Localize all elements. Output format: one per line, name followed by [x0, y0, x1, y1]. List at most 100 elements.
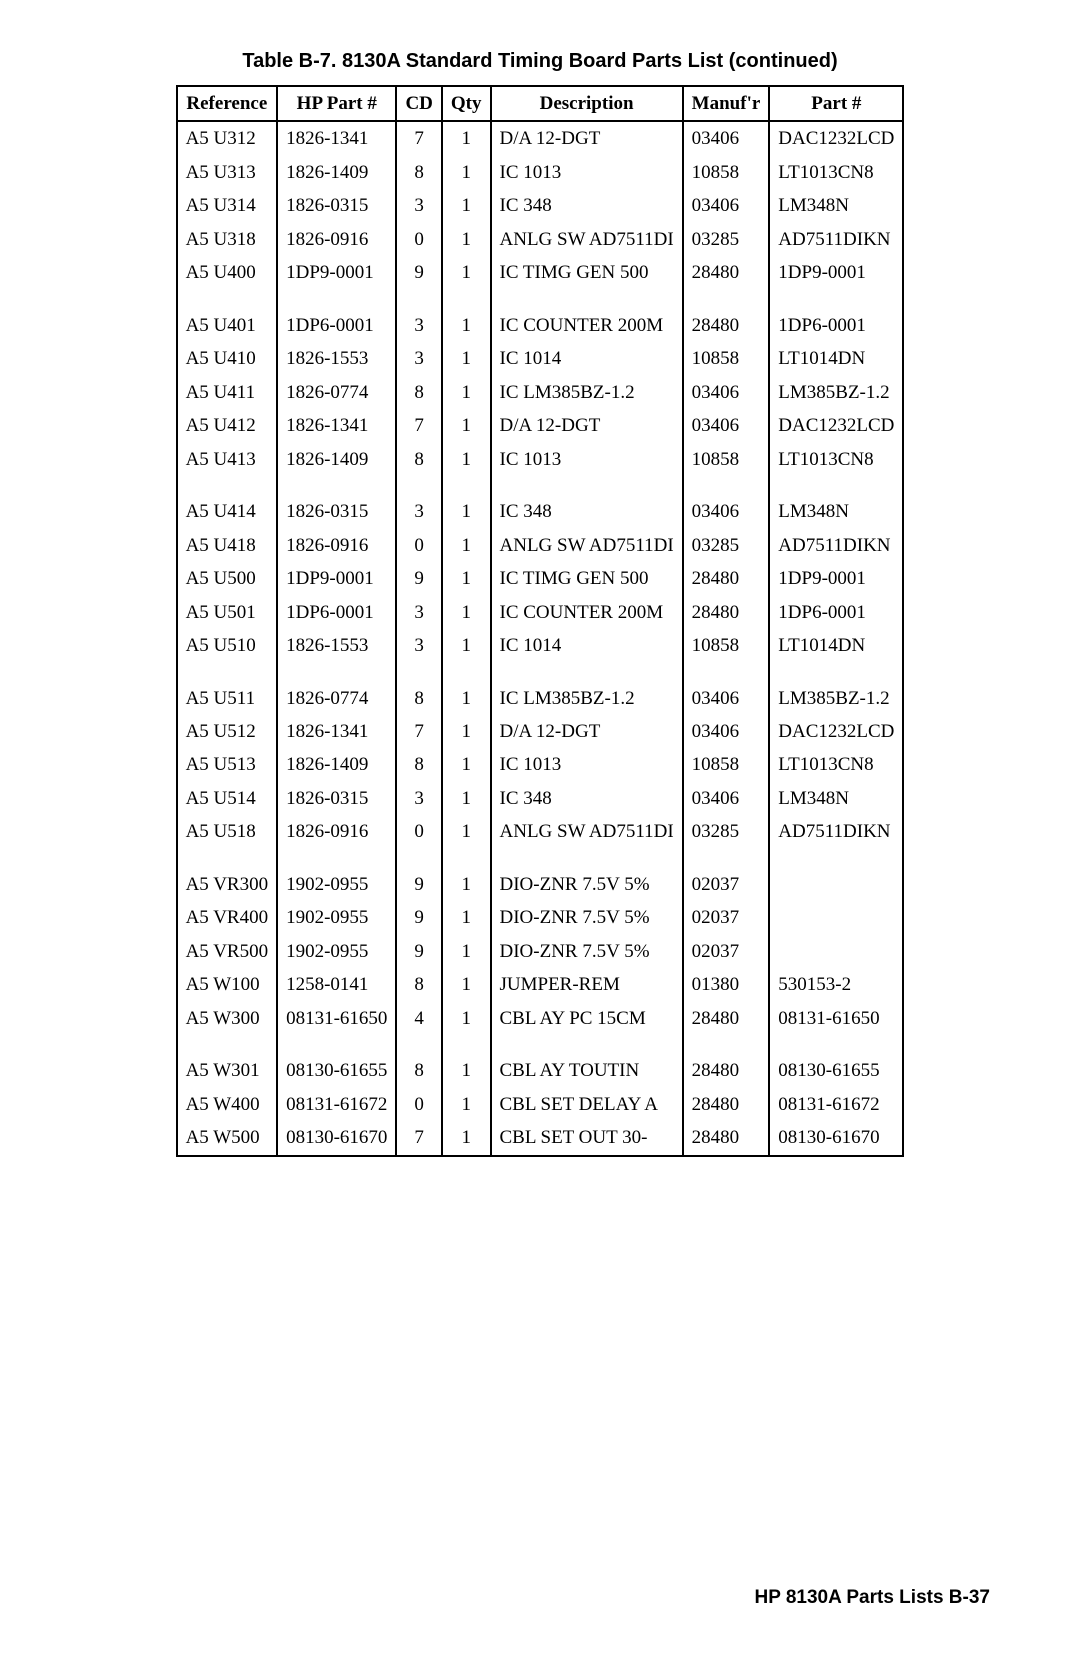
cell-qty: 1	[442, 495, 491, 528]
cell-cd: 3	[396, 309, 441, 342]
cell-part: DAC1232LCD	[769, 715, 903, 748]
cell-hp: 1DP6-0001	[277, 596, 396, 629]
spacer-cell	[396, 290, 441, 309]
spacer-row	[177, 662, 904, 681]
cell-qty: 1	[442, 1054, 491, 1087]
spacer-cell	[491, 662, 683, 681]
cell-hp: 1826-0315	[277, 189, 396, 222]
cell-desc: CBL SET OUT 30-	[491, 1121, 683, 1155]
cell-cd: 0	[396, 1088, 441, 1121]
cell-qty: 1	[442, 868, 491, 901]
spacer-cell	[277, 849, 396, 868]
table-row: A5 U5011DP6-000131IC COUNTER 200M284801D…	[177, 596, 904, 629]
cell-desc: ANLG SW AD7511DI	[491, 223, 683, 256]
cell-part: 1DP9-0001	[769, 562, 903, 595]
cell-mfr: 28480	[683, 562, 770, 595]
cell-desc: IC TIMG GEN 500	[491, 562, 683, 595]
spacer-cell	[769, 1035, 903, 1054]
cell-part: 1DP6-0001	[769, 309, 903, 342]
table-row: A5 W40008131-6167201CBL SET DELAY A28480…	[177, 1088, 904, 1121]
cell-hp: 1826-0916	[277, 223, 396, 256]
cell-part	[769, 868, 903, 901]
cell-part: LM385BZ-1.2	[769, 682, 903, 715]
cell-hp: 1826-0774	[277, 682, 396, 715]
cell-hp: 1902-0955	[277, 935, 396, 968]
spacer-cell	[177, 849, 278, 868]
page-footer: HP 8130A Parts Lists B-37	[40, 1587, 1040, 1609]
spacer-cell	[683, 290, 770, 309]
table-row: A5 U3181826-091601ANLG SW AD7511DI03285A…	[177, 223, 904, 256]
cell-desc: IC 348	[491, 495, 683, 528]
cell-part: AD7511DIKN	[769, 223, 903, 256]
cell-mfr: 03406	[683, 715, 770, 748]
cell-ref: A5 U313	[177, 156, 278, 189]
cell-ref: A5 W500	[177, 1121, 278, 1155]
table-row: A5 U4011DP6-000131IC COUNTER 200M284801D…	[177, 309, 904, 342]
col-description: Description	[491, 86, 683, 121]
cell-hp: 1DP6-0001	[277, 309, 396, 342]
table-row: A5 U4181826-091601ANLG SW AD7511DI03285A…	[177, 529, 904, 562]
table-row: A5 VR5001902-095591DIO-ZNR 7.5V 5%02037	[177, 935, 904, 968]
cell-desc: D/A 12-DGT	[491, 715, 683, 748]
cell-mfr: 03406	[683, 682, 770, 715]
cell-cd: 8	[396, 968, 441, 1001]
spacer-cell	[277, 1035, 396, 1054]
cell-part: 1DP9-0001	[769, 256, 903, 289]
cell-mfr: 28480	[683, 1002, 770, 1035]
spacer-cell	[683, 849, 770, 868]
cell-mfr: 28480	[683, 309, 770, 342]
spacer-cell	[491, 290, 683, 309]
spacer-cell	[442, 1035, 491, 1054]
cell-part: 530153-2	[769, 968, 903, 1001]
table-row: A5 U5131826-140981IC 101310858LT1013CN8	[177, 748, 904, 781]
table-row: A5 VR3001902-095591DIO-ZNR 7.5V 5%02037	[177, 868, 904, 901]
cell-qty: 1	[442, 156, 491, 189]
spacer-cell	[769, 662, 903, 681]
table-row: A5 U3131826-140981IC 101310858LT1013CN8	[177, 156, 904, 189]
cell-desc: IC 1014	[491, 342, 683, 375]
cell-cd: 8	[396, 443, 441, 476]
spacer-cell	[769, 849, 903, 868]
table-row: A5 VR4001902-095591DIO-ZNR 7.5V 5%02037	[177, 901, 904, 934]
cell-cd: 8	[396, 748, 441, 781]
table-title: Table B-7. 8130A Standard Timing Board P…	[40, 50, 1040, 73]
cell-qty: 1	[442, 342, 491, 375]
cell-mfr: 03285	[683, 223, 770, 256]
table-row: A5 U5141826-031531IC 34803406LM348N	[177, 782, 904, 815]
cell-hp: 1826-0315	[277, 495, 396, 528]
cell-mfr: 28480	[683, 256, 770, 289]
cell-desc: CBL AY PC 15CM	[491, 1002, 683, 1035]
cell-part: LT1014DN	[769, 629, 903, 662]
cell-mfr: 10858	[683, 156, 770, 189]
cell-hp: 1902-0955	[277, 901, 396, 934]
cell-ref: A5 W400	[177, 1088, 278, 1121]
cell-qty: 1	[442, 682, 491, 715]
spacer-cell	[277, 662, 396, 681]
cell-desc: ANLG SW AD7511DI	[491, 529, 683, 562]
spacer-cell	[769, 290, 903, 309]
spacer-row	[177, 849, 904, 868]
cell-ref: A5 U500	[177, 562, 278, 595]
cell-mfr: 10858	[683, 748, 770, 781]
cell-hp: 1826-1553	[277, 342, 396, 375]
spacer-cell	[396, 1035, 441, 1054]
cell-qty: 1	[442, 256, 491, 289]
cell-qty: 1	[442, 782, 491, 815]
table-row: A5 U5181826-091601ANLG SW AD7511DI03285A…	[177, 815, 904, 848]
cell-desc: IC COUNTER 200M	[491, 596, 683, 629]
cell-qty: 1	[442, 815, 491, 848]
cell-ref: A5 U411	[177, 376, 278, 409]
cell-mfr: 10858	[683, 342, 770, 375]
cell-ref: A5 W300	[177, 1002, 278, 1035]
spacer-cell	[683, 476, 770, 495]
cell-hp: 1902-0955	[277, 868, 396, 901]
spacer-cell	[177, 290, 278, 309]
cell-ref: A5 U314	[177, 189, 278, 222]
cell-hp: 1DP9-0001	[277, 256, 396, 289]
cell-ref: A5 U400	[177, 256, 278, 289]
cell-desc: IC 348	[491, 189, 683, 222]
spacer-cell	[396, 476, 441, 495]
cell-ref: A5 VR300	[177, 868, 278, 901]
cell-cd: 3	[396, 629, 441, 662]
cell-hp: 1DP9-0001	[277, 562, 396, 595]
